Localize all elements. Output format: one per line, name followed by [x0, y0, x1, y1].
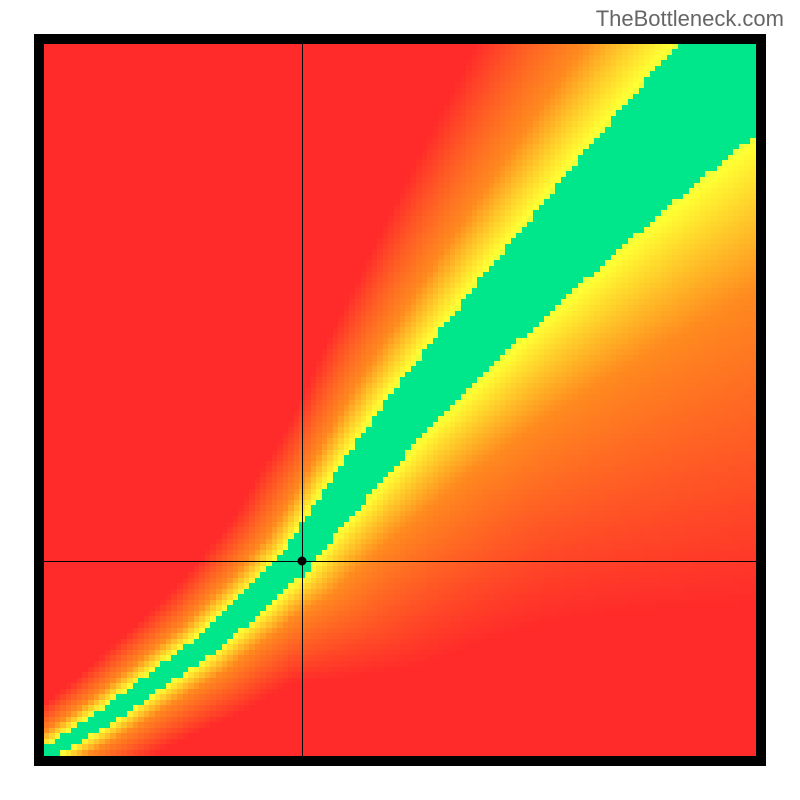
crosshair-horizontal: [44, 561, 756, 562]
crosshair-vertical: [302, 44, 303, 756]
heatmap-plot: [44, 44, 756, 756]
chart-frame: [34, 34, 766, 766]
crosshair-marker: [298, 556, 307, 565]
heatmap-canvas: [44, 44, 756, 756]
watermark-text: TheBottleneck.com: [596, 6, 784, 32]
